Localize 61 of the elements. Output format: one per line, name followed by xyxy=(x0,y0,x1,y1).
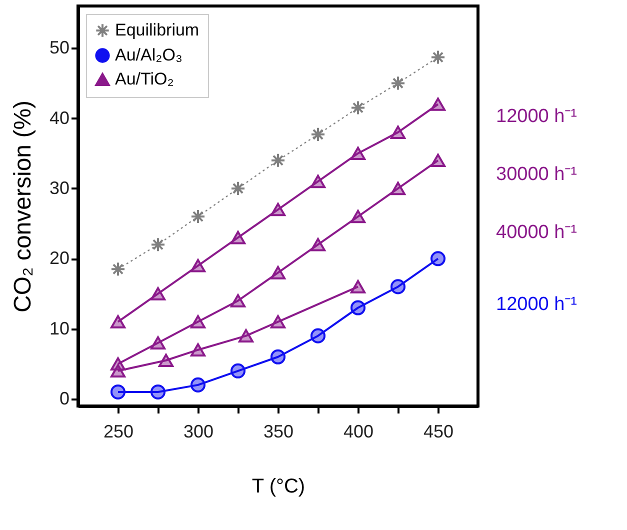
y-tick-label: 20 xyxy=(49,248,70,268)
point xyxy=(390,76,406,91)
text: 40000 h⁻¹ xyxy=(496,222,578,243)
text: 30000 h⁻¹ xyxy=(496,164,578,185)
y-axis-title: CO₂ conversion (%) xyxy=(9,100,36,313)
point xyxy=(430,251,446,266)
x-tick-label: 400 xyxy=(343,422,374,442)
text: 12000 h⁻¹ xyxy=(496,106,578,127)
legend-label: Au/Al₂O₃ xyxy=(115,46,182,64)
x-tick-label: 250 xyxy=(103,422,134,442)
x-tick-label: 450 xyxy=(423,422,454,442)
point xyxy=(110,315,126,328)
point xyxy=(350,300,366,316)
point xyxy=(430,154,446,168)
point xyxy=(310,328,326,344)
text: 12000 h⁻¹ xyxy=(496,294,578,315)
y-tick-label: 0 xyxy=(59,388,70,408)
y-tick-label: 10 xyxy=(49,318,70,338)
point xyxy=(230,363,246,378)
point xyxy=(150,384,166,400)
point xyxy=(190,209,206,224)
point xyxy=(270,315,286,328)
point xyxy=(270,202,286,216)
point xyxy=(270,152,286,168)
point xyxy=(390,279,406,294)
point xyxy=(190,377,206,392)
y-tick-label: 30 xyxy=(49,178,70,198)
point xyxy=(350,146,366,160)
point xyxy=(150,336,166,350)
x-axis-title: T (°C) xyxy=(252,476,306,498)
point xyxy=(238,329,254,342)
legend-label: Au/TiO₂ xyxy=(115,70,174,88)
point xyxy=(110,384,126,400)
point xyxy=(310,126,326,142)
legend-label: Equilibrium xyxy=(115,20,200,40)
point xyxy=(230,180,246,196)
point xyxy=(230,230,246,244)
point xyxy=(390,126,406,139)
point xyxy=(270,349,286,364)
point xyxy=(430,50,446,65)
x-tick-label: 300 xyxy=(183,422,214,442)
point xyxy=(190,259,206,272)
point xyxy=(110,262,126,277)
y-tick-label: 50 xyxy=(49,38,70,58)
point xyxy=(390,182,406,196)
point xyxy=(150,287,166,300)
point xyxy=(430,98,446,111)
x-tick-label: 350 xyxy=(263,422,294,442)
point xyxy=(350,210,366,224)
point xyxy=(310,238,326,252)
point xyxy=(190,315,206,328)
point xyxy=(190,343,206,357)
point xyxy=(270,266,286,280)
y-tick-label: 40 xyxy=(49,108,70,128)
point xyxy=(310,174,326,188)
point xyxy=(230,294,246,308)
point xyxy=(110,364,126,378)
point xyxy=(350,100,366,116)
point xyxy=(350,280,366,294)
point xyxy=(150,237,166,252)
point xyxy=(158,354,174,368)
